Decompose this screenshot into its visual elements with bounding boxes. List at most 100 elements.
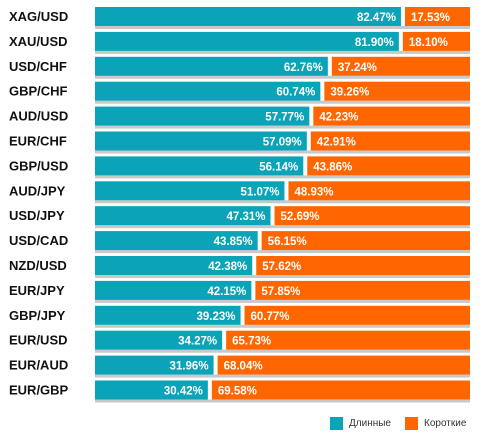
row-shadow — [95, 150, 470, 154]
row-shadow — [95, 250, 470, 254]
long-value-label: 42.38% — [208, 261, 247, 273]
short-value-label: 56.15% — [268, 236, 307, 248]
bar-short — [324, 81, 470, 101]
short-value-label: 39.26% — [330, 87, 369, 99]
row-shadow — [95, 275, 470, 278]
short-value-label: 68.04% — [224, 361, 263, 373]
bar-short — [256, 256, 470, 275]
pair-label: XAU/USD — [9, 34, 68, 49]
row-shadow — [95, 225, 470, 229]
sentiment-chart: XAG/USD 82.47% 17.53% XAU/USD 81.90% 18.10% US… — [9, 7, 470, 403]
bar-long — [95, 7, 401, 26]
pair-label: USD/JPY — [9, 208, 65, 223]
legend-swatch-long — [330, 417, 343, 430]
pair-label: EUR/USD — [9, 333, 68, 348]
short-value-label: 42.91% — [317, 137, 356, 149]
row-shadow — [95, 26, 470, 29]
pair-label: USD/CAD — [9, 233, 68, 248]
long-value-label: 39.23% — [197, 311, 236, 323]
pair-label: NZD/USD — [9, 258, 67, 273]
row-shadow — [95, 175, 470, 179]
pair-label: USD/CHF — [9, 59, 67, 74]
short-value-label: 18.10% — [409, 37, 448, 49]
long-value-label: 47.31% — [227, 211, 266, 223]
long-value-label: 51.07% — [240, 186, 279, 198]
bar-short — [255, 280, 470, 300]
legend-label-short: Короткие — [424, 418, 467, 429]
short-value-label: 60.77% — [251, 311, 290, 323]
short-value-label: 65.73% — [232, 336, 271, 348]
legend-label-long: Длинные — [349, 418, 391, 429]
short-value-label: 37.24% — [338, 62, 377, 74]
long-value-label: 62.76% — [284, 62, 323, 74]
bar-long — [95, 231, 258, 251]
bar-short — [226, 330, 470, 350]
bar-long — [95, 81, 321, 101]
row-shadow — [95, 299, 470, 303]
short-value-label: 69.58% — [218, 386, 257, 398]
short-value-label: 43.86% — [313, 161, 352, 173]
bar-short — [288, 181, 470, 201]
bar-short — [217, 355, 470, 375]
long-value-label: 43.85% — [214, 236, 253, 248]
bar-long — [95, 256, 253, 275]
bar-short — [310, 131, 470, 151]
pair-label: GBP/USD — [9, 158, 68, 173]
long-value-label: 42.15% — [207, 286, 246, 298]
row-shadow — [95, 324, 470, 328]
row-shadow — [95, 200, 470, 204]
pair-label: EUR/GBP — [9, 383, 69, 398]
pair-label: EUR/JPY — [9, 283, 65, 298]
bar-long — [95, 181, 285, 201]
long-value-label: 57.09% — [263, 137, 302, 149]
pair-label: EUR/CHF — [9, 134, 67, 149]
short-value-label: 17.53% — [411, 12, 450, 24]
bar-long — [95, 355, 214, 375]
bar-long — [95, 305, 241, 325]
bar-short — [404, 7, 470, 26]
short-value-label: 48.93% — [294, 186, 333, 198]
pair-label: GBP/CHF — [9, 84, 68, 99]
pair-label: EUR/AUD — [9, 358, 68, 373]
long-value-label: 57.77% — [265, 112, 304, 124]
row-shadow — [95, 100, 470, 104]
long-value-label: 31.96% — [170, 361, 209, 373]
bar-long — [95, 280, 252, 300]
row-shadow — [95, 349, 470, 353]
long-value-label: 56.14% — [259, 161, 298, 173]
bar-long — [95, 106, 310, 126]
bar-short — [331, 56, 470, 76]
legend-short: Короткие — [405, 417, 466, 430]
row-shadow — [95, 75, 470, 79]
long-value-label: 30.42% — [164, 386, 203, 398]
long-value-label: 34.27% — [178, 336, 217, 348]
bar-long — [95, 156, 304, 176]
long-value-label: 82.47% — [357, 12, 396, 24]
bar-short — [244, 305, 470, 325]
bar-short — [313, 106, 470, 126]
bar-long — [95, 380, 208, 400]
bar-short — [307, 156, 470, 176]
short-value-label: 42.23% — [319, 112, 358, 124]
legend-long: Длинные — [330, 417, 391, 430]
bar-short — [402, 31, 470, 51]
bar-short — [211, 380, 470, 400]
row-shadow — [95, 399, 470, 403]
row-shadow — [95, 374, 470, 378]
short-value-label: 52.69% — [281, 211, 320, 223]
bar-long — [95, 31, 399, 51]
bar-short — [261, 231, 470, 251]
bar-long — [95, 131, 307, 151]
pair-label: XAG/USD — [9, 9, 68, 24]
legend-swatch-short — [405, 417, 418, 430]
bar-short — [274, 206, 470, 226]
short-value-label: 57.62% — [262, 261, 301, 273]
long-value-label: 60.74% — [276, 87, 315, 99]
row-shadow — [95, 125, 470, 129]
bar-long — [95, 330, 223, 350]
short-value-label: 57.85% — [261, 286, 300, 298]
pair-label: AUD/JPY — [9, 183, 66, 198]
row-shadow — [95, 50, 470, 54]
pair-label: GBP/JPY — [9, 308, 66, 323]
bar-long — [95, 56, 328, 76]
